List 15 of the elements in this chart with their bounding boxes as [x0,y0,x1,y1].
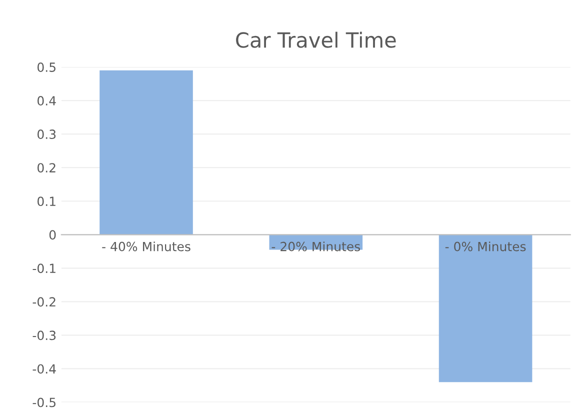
y-tick-label: 0 [49,230,56,240]
x-tick-label: - 20% Minutes [272,242,360,252]
y-tick-label: -0.3 [32,330,56,340]
chart-title: Car Travel Time [236,32,396,48]
x-tick-label: - 40% Minutes [102,242,190,252]
y-tick-label: 0.1 [38,196,56,206]
y-tick-label: -0.2 [32,297,56,307]
x-tick-label: - 0% Minutes [445,242,526,252]
y-tick-label: -0.5 [32,398,56,408]
y-tick-label: -0.4 [32,364,56,374]
y-tick-label: 0.4 [38,96,56,106]
y-tick-label: 0.3 [38,130,56,140]
y-tick-label: 0.5 [38,62,56,72]
y-tick-label: 0.2 [38,163,56,173]
y-tick-label: -0.1 [32,264,56,274]
